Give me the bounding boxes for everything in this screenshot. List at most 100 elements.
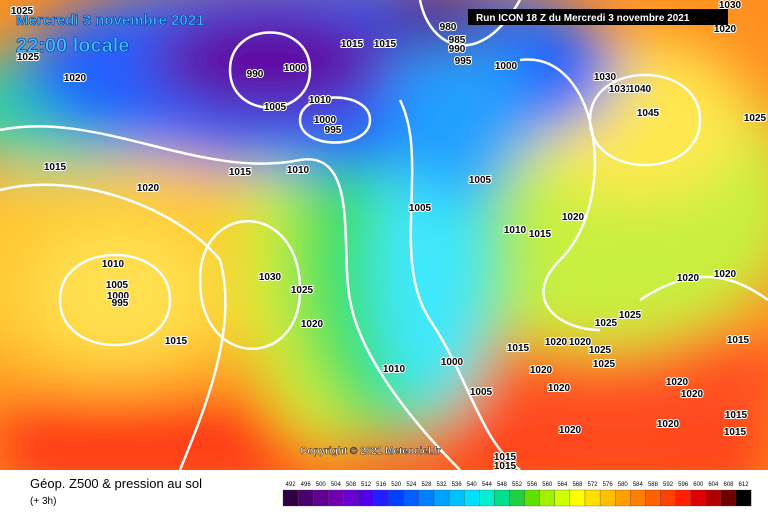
scale-swatch	[645, 489, 661, 507]
legend-subtitle: (+ 3h)	[30, 496, 56, 507]
scale-swatch	[509, 489, 525, 507]
isobar-label: 1020	[562, 212, 585, 223]
scale-label: 500	[316, 482, 327, 488]
isobar-label: 980	[440, 22, 457, 33]
isobar-label: 1010	[309, 95, 332, 106]
isobar-label: 995	[112, 298, 129, 309]
isobar-label: 1020	[666, 377, 689, 388]
scale-label: 584	[633, 482, 644, 488]
isobar-label: 1000	[314, 115, 337, 126]
isobar-label: 1015	[724, 427, 747, 438]
scale-swatch	[735, 489, 752, 507]
isobar-label: 1015	[727, 335, 750, 346]
isobar-label: 1025	[11, 6, 34, 17]
scale-label: 548	[497, 482, 508, 488]
isobar-label: 1020	[64, 73, 87, 84]
time: 22:00 locale	[16, 35, 129, 57]
scale-swatch	[705, 489, 722, 507]
isobar-label: 1015	[494, 452, 517, 463]
scale-label: 516	[376, 482, 387, 488]
isobar-label: 1005	[469, 175, 492, 186]
isobar-label: 1015	[374, 39, 397, 50]
isobar-label: 1020	[657, 419, 680, 430]
scale-swatch	[630, 489, 646, 507]
isobar-label: 1015	[341, 39, 364, 50]
isobar-label: 1025	[589, 345, 612, 356]
scale-label: 504	[331, 482, 342, 488]
isobar-label: 1015	[725, 410, 748, 421]
isobar-label: 1025	[619, 310, 642, 321]
isobar-label: 1025	[17, 52, 40, 63]
isobar-label: 1005	[409, 203, 432, 214]
run-box	[468, 9, 728, 25]
isobar-label: 1020	[559, 425, 582, 436]
scale-swatch	[675, 489, 691, 507]
scale-label: 492	[286, 482, 297, 488]
run: Run ICON 18 Z du Mercredi 3 novembre 202…	[476, 13, 690, 24]
scale-swatch	[479, 489, 495, 507]
isobar-label: 1045	[637, 108, 660, 119]
isobar-label: 1005	[470, 387, 493, 398]
scale-label: 604	[708, 482, 719, 488]
scale-swatch	[418, 489, 435, 507]
date: Mercredi 3 novembre 2021	[16, 12, 204, 29]
scale-label: 576	[603, 482, 614, 488]
isobar-label: 1015	[44, 162, 67, 173]
isobar-label: 995	[455, 56, 472, 67]
isobar-label: 1020	[301, 319, 324, 330]
isobar-label: 1025	[744, 113, 767, 124]
isobar-label: 1020	[548, 383, 571, 394]
scale-label: 568	[572, 482, 583, 488]
scale-swatch	[660, 489, 676, 507]
scale-label: 544	[482, 482, 493, 488]
scale-label: 592	[663, 482, 674, 488]
scale-label: 600	[693, 482, 704, 488]
scale-swatch	[599, 489, 616, 507]
isobar-label: 1000	[441, 357, 464, 368]
scale-label: 508	[346, 482, 357, 488]
scale-label: 524	[406, 482, 417, 488]
isobar-label: 990	[247, 69, 264, 80]
scale-swatch	[524, 489, 540, 507]
scale-swatch	[373, 489, 389, 507]
scale-swatch	[615, 489, 631, 507]
isobar-label: 1020	[137, 183, 160, 194]
scale-swatch	[720, 489, 737, 507]
scale-swatch	[448, 489, 465, 507]
scale-swatch	[282, 489, 299, 507]
isobar-label: 1020	[569, 337, 592, 348]
scale-swatch	[343, 489, 359, 507]
scale-label: 512	[361, 482, 372, 488]
isobar-label: 1020	[545, 337, 568, 348]
isobar-label: 985	[449, 35, 466, 46]
isobar-label: 1000	[495, 61, 518, 72]
isobar-label: 1025	[291, 285, 314, 296]
isobar-label: 1005	[264, 102, 287, 113]
scale-label: 552	[512, 482, 523, 488]
scale-swatch	[494, 489, 510, 507]
isobar-label: 1010	[287, 165, 310, 176]
isobar-label: 1010	[102, 259, 125, 270]
field	[0, 0, 768, 470]
isobar-label: 1020	[530, 365, 553, 376]
isobar-label: 995	[325, 125, 342, 136]
scale-swatch	[433, 489, 450, 507]
scale-swatch	[464, 489, 480, 507]
scale-swatch	[328, 489, 344, 507]
isobar-label: 1000	[107, 291, 130, 302]
isobar-label: 990	[449, 44, 466, 55]
scale-swatch	[403, 489, 420, 507]
scale-label: 596	[678, 482, 689, 488]
scale-label: 556	[527, 482, 538, 488]
isobar-label: 1015	[229, 167, 252, 178]
isobar-label: 1020	[714, 269, 737, 280]
isobar-label: 1020	[677, 273, 700, 284]
scale-label: 560	[542, 482, 553, 488]
isobar-label: 1015	[494, 461, 517, 472]
isobar-label: 1040	[629, 84, 652, 95]
scale-label: 536	[452, 482, 463, 488]
scale-label: 564	[557, 482, 568, 488]
isobar-label: 1010	[383, 364, 406, 375]
isobar-label: 1015	[507, 343, 530, 354]
